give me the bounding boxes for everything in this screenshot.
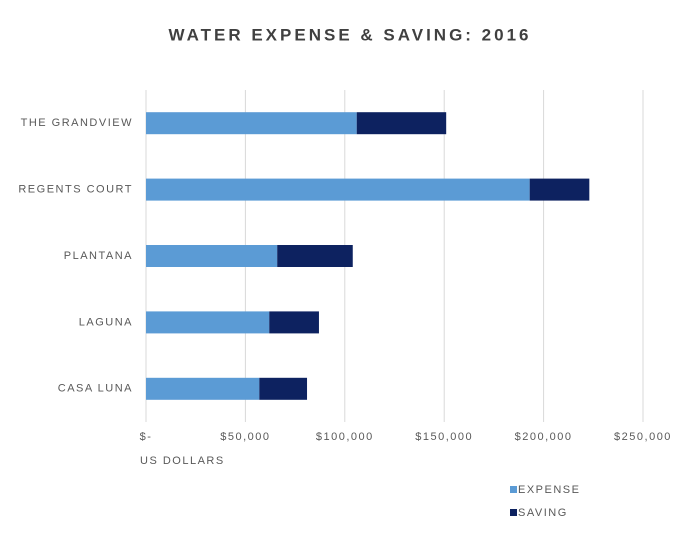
x-tick-label: $250,000 (614, 431, 672, 443)
y-tick-label: CASA LUNA (58, 383, 133, 395)
bar-segment (529, 178, 590, 201)
legend-swatch (510, 486, 517, 493)
legend-label: EXPENSE (518, 484, 580, 496)
y-tick-label: REGENTS COURT (18, 184, 133, 196)
chart-title: WATER EXPENSE & SAVING: 2016 (169, 25, 532, 44)
x-tick-label: $- (140, 431, 153, 443)
x-tick-label: $200,000 (515, 431, 573, 443)
bar-segment (146, 112, 357, 135)
x-axis-label: US DOLLARS (140, 455, 225, 467)
x-tick-label: $50,000 (220, 431, 270, 443)
bar-segment (277, 245, 353, 267)
legend-label: SAVING (518, 507, 568, 519)
x-tick-label: $150,000 (415, 431, 473, 443)
bar-segment (146, 178, 530, 201)
bar-segment (146, 377, 260, 400)
bar-segment (146, 245, 278, 267)
y-tick-label: THE GRANDVIEW (21, 117, 133, 129)
y-tick-label: PLANTANA (64, 250, 133, 262)
legend-swatch (510, 509, 517, 516)
bar-segment (146, 311, 270, 334)
bar-segment (356, 112, 447, 135)
bar-segment (269, 311, 319, 334)
x-tick-label: $100,000 (316, 431, 374, 443)
y-tick-label: LAGUNA (79, 316, 133, 328)
bar-segment (259, 377, 308, 400)
